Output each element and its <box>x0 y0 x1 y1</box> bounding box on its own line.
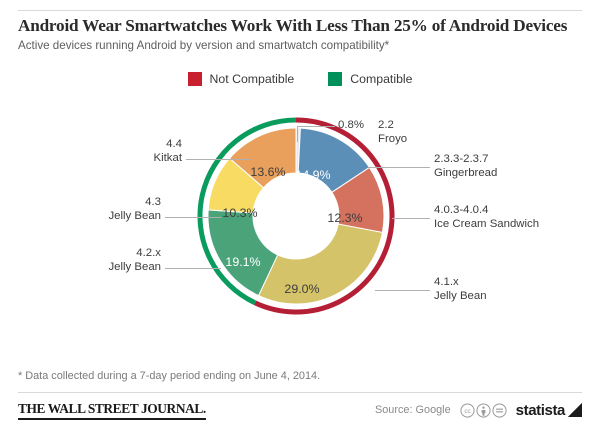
leader-line-ice-cream-sandwich <box>392 218 430 219</box>
leader-line-jelly-bean-41 <box>375 290 430 291</box>
legend-swatch-compatible <box>328 72 343 86</box>
donut-chart: 14.9% 12.3% 29.0% 19.1% 10.3% 13.6% 0.8%… <box>0 104 600 352</box>
callout-jelly-bean-43-codename: Jelly Bean <box>108 209 161 222</box>
footer-right-group: Source: Google cc statista <box>375 402 582 419</box>
statista-logo: statista <box>516 402 582 419</box>
callout-gingerbread: 2.3.3-2.3.7 Gingerbread <box>434 153 497 180</box>
callout-ice-cream-sandwich-version: 4.0.3-4.0.4 <box>434 204 489 216</box>
callout-froyo: 2.2 Froyo <box>378 119 407 146</box>
callout-jelly-bean-43: 4.3 Jelly Bean <box>108 196 161 223</box>
leader-line-jelly-bean-42 <box>165 268 221 269</box>
cc-by-icon <box>476 402 491 418</box>
slice-value-jelly-bean-43: 10.3% <box>222 206 258 220</box>
leader-line-kitkat <box>186 159 252 160</box>
callout-froyo-value: 0.8% <box>338 119 364 133</box>
creative-commons-icons: cc <box>460 402 507 418</box>
header-divider <box>18 10 582 11</box>
slice-value-gingerbread: 14.9% <box>295 168 331 182</box>
callout-kitkat: 4.4 Kitkat <box>154 138 183 165</box>
legend-swatch-not-compatible <box>187 72 202 86</box>
page-title: Android Wear Smartwatches Work With Less… <box>18 16 568 35</box>
donut-slices <box>207 127 385 305</box>
leader-line-froyo <box>297 126 335 127</box>
statista-mark-icon <box>568 403 582 417</box>
donut-center-hole <box>253 173 339 259</box>
callout-jelly-bean-42-version: 4.2.x <box>136 247 161 259</box>
legend-label-compatible: Compatible <box>350 72 413 86</box>
callout-kitkat-version: 4.4 <box>166 138 182 150</box>
callout-froyo-version: 2.2 <box>378 119 394 131</box>
callout-kitkat-codename: Kitkat <box>153 151 183 164</box>
callout-froyo-codename: Froyo <box>378 132 408 145</box>
outer-compatibility-ring <box>197 117 395 315</box>
cc-nd-icon <box>492 402 507 418</box>
svg-text:cc: cc <box>464 408 470 415</box>
callout-ice-cream-sandwich-codename: Ice Cream Sandwich <box>434 217 540 230</box>
footer-divider <box>18 392 582 393</box>
leader-line-jelly-bean-43 <box>165 217 221 218</box>
callout-jelly-bean-43-version: 4.3 <box>145 196 161 208</box>
chart-legend: Not Compatible Compatible <box>0 72 600 86</box>
statista-wordmark: statista <box>515 401 566 419</box>
callout-ice-cream-sandwich: 4.0.3-4.0.4 Ice Cream Sandwich <box>434 204 539 231</box>
callout-jelly-bean-41: 4.1.x Jelly Bean <box>434 276 487 303</box>
slice-value-kitkat: 13.6% <box>250 165 286 179</box>
legend-label-not-compatible: Not Compatible <box>209 72 295 86</box>
callout-jelly-bean-42-codename: Jelly Bean <box>108 260 161 273</box>
outer-ring-not-compatible <box>254 117 395 315</box>
callout-jelly-bean-42: 4.2.x Jelly Bean <box>108 247 161 274</box>
leader-line-gingerbread <box>368 167 430 168</box>
wsj-logo: THE WALL STREET JOURNAL. <box>18 401 206 420</box>
source-label: Source: Google <box>374 404 451 416</box>
cc-icon: cc <box>460 402 475 418</box>
callout-gingerbread-codename: Gingerbread <box>434 166 498 179</box>
callout-jelly-bean-41-version: 4.1.x <box>434 276 459 288</box>
slice-value-ice-cream-sandwich: 12.3% <box>327 211 363 225</box>
outer-ring-compatible <box>197 117 296 306</box>
slice-value-jelly-bean-41: 29.0% <box>284 282 320 296</box>
callout-jelly-bean-41-codename: Jelly Bean <box>434 289 487 302</box>
donut-chart-svg <box>197 117 395 315</box>
chart-footnote: * Data collected during a 7-day period e… <box>18 370 321 382</box>
slice-value-jelly-bean-42: 19.1% <box>225 255 261 269</box>
leader-line-froyo-vertical <box>297 126 298 142</box>
legend-item-not-compatible[interactable]: Not Compatible <box>187 72 295 86</box>
callout-gingerbread-version: 2.3.3-2.3.7 <box>434 153 489 165</box>
legend-item-compatible[interactable]: Compatible <box>328 72 412 86</box>
callout-froyo-value-text: 0.8% <box>338 119 364 131</box>
chart-footer: THE WALL STREET JOURNAL. Source: Google … <box>18 398 582 422</box>
page-subtitle: Active devices running Android by versio… <box>18 39 390 52</box>
